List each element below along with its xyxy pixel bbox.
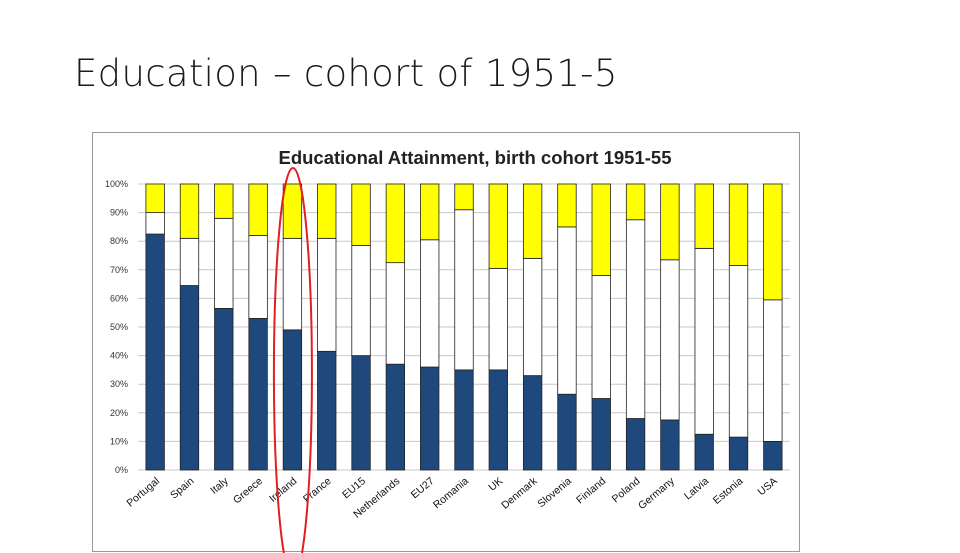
bar-segment-medium [145, 212, 165, 235]
chart-frame: Educational Attainment, birth cohort 195… [92, 132, 800, 553]
bar-segment-medium [488, 267, 508, 371]
bar-segment-high [488, 183, 508, 269]
bar-segment-high [728, 183, 749, 266]
bar-segment-low [660, 419, 680, 471]
x-tick-label: Denmark [499, 475, 540, 512]
bar-segment-medium [282, 237, 303, 331]
bar-segment-high [660, 183, 680, 261]
x-tick-label: Ireland [267, 475, 299, 505]
y-tick-label: 30% [110, 379, 128, 389]
highlight-ellipse [272, 167, 313, 553]
bar-segment-high [522, 183, 543, 259]
x-tick-label: EU27 [409, 475, 437, 501]
bar-segment-high [454, 183, 474, 211]
x-tick-label: USA [756, 475, 780, 498]
bar-segment-medium [420, 239, 440, 368]
bar-segment-low [145, 233, 165, 471]
bar-segment-high [145, 183, 165, 214]
bar-segment-medium [214, 217, 234, 309]
bar-segment-medium [591, 275, 611, 399]
bar-segment-medium [522, 257, 543, 377]
x-tick-label: Spain [168, 475, 196, 502]
bar-segment-high [625, 183, 646, 221]
bar-segment-low [179, 285, 200, 471]
x-tick-label: Portugal [124, 475, 162, 509]
bar-segment-medium [385, 262, 406, 365]
x-tick-label: Latvia [682, 475, 711, 502]
bar-segment-high [282, 183, 303, 239]
y-tick-label: 70% [110, 265, 128, 275]
y-tick-label: 0% [115, 465, 128, 475]
bar-segment-low [351, 355, 371, 471]
bar-segment-high [248, 183, 268, 236]
bar-segment-medium [179, 237, 200, 286]
bar-segment-medium [763, 299, 783, 442]
bar-segment-high [557, 183, 577, 228]
bar-segment-high [591, 183, 611, 276]
bar-segment-low [420, 366, 440, 471]
bar-segment-low [317, 350, 337, 471]
bar-segment-low [214, 308, 234, 471]
bar-segment-high [317, 183, 337, 239]
x-tick-label: Germany [636, 475, 677, 512]
bar-segment-low [248, 318, 268, 471]
bar-segment-high [385, 183, 406, 264]
bar-segment-medium [660, 259, 680, 421]
bar-segment-low [522, 375, 543, 471]
y-tick-label: 40% [110, 351, 128, 361]
bar-segment-low [282, 329, 303, 471]
bar-segment-medium [728, 265, 749, 438]
x-tick-label: Slovenia [535, 475, 574, 510]
bar-segment-high [179, 183, 200, 239]
x-tick-label: Greece [231, 475, 265, 506]
bar-segment-low [763, 440, 783, 471]
bar-segment-low [625, 418, 646, 471]
y-tick-label: 100% [105, 179, 128, 189]
bar-segment-medium [625, 219, 646, 419]
annotation-layer [272, 167, 313, 553]
y-tick-label: 80% [110, 236, 128, 246]
y-tick-label: 50% [110, 322, 128, 332]
slide-title: Education – cohort of 1951-5 [74, 52, 618, 95]
bar-segment-medium [317, 237, 337, 352]
bars-layer [145, 183, 783, 471]
bar-segment-low [557, 393, 577, 471]
bar-segment-medium [351, 245, 371, 356]
y-tick-label: 60% [110, 293, 128, 303]
x-tick-label: EU15 [340, 475, 368, 501]
bar-segment-low [385, 363, 406, 471]
bar-segment-medium [454, 209, 474, 371]
bar-segment-high [763, 183, 783, 301]
x-tick-label: UK [486, 475, 505, 494]
bar-segment-low [728, 436, 749, 471]
x-tick-label: Romania [431, 475, 471, 511]
bar-segment-low [454, 369, 474, 471]
grid-layer: 0% 10% 20% 30% 40% 50% 60% 70% 80% 90% 100% [105, 179, 790, 475]
bar-segment-high [420, 183, 440, 241]
x-tick-label: Finland [574, 475, 608, 506]
bar-segment-low [694, 433, 714, 471]
bar-segment-medium [248, 235, 268, 319]
chart-title: Educational Attainment, birth cohort 195… [278, 147, 671, 168]
x-tick-label: Italy [208, 475, 231, 497]
bar-segment-medium [557, 226, 577, 395]
bar-segment-low [591, 398, 611, 471]
x-tick-label: France [301, 475, 334, 505]
labels-layer: Portugal Spain Italy Greece Ireland France EU1… [124, 475, 779, 521]
bar-segment-low [488, 369, 508, 471]
x-tick-label: Estonia [711, 475, 746, 507]
y-tick-label: 90% [110, 208, 128, 218]
bar-segment-high [214, 183, 234, 219]
y-tick-label: 10% [110, 436, 128, 446]
stacked-bar-chart: Educational Attainment, birth cohort 195… [105, 147, 790, 553]
y-tick-label: 20% [110, 408, 128, 418]
bar-segment-medium [694, 247, 714, 435]
bar-segment-high [351, 183, 371, 246]
bar-segment-high [694, 183, 714, 249]
